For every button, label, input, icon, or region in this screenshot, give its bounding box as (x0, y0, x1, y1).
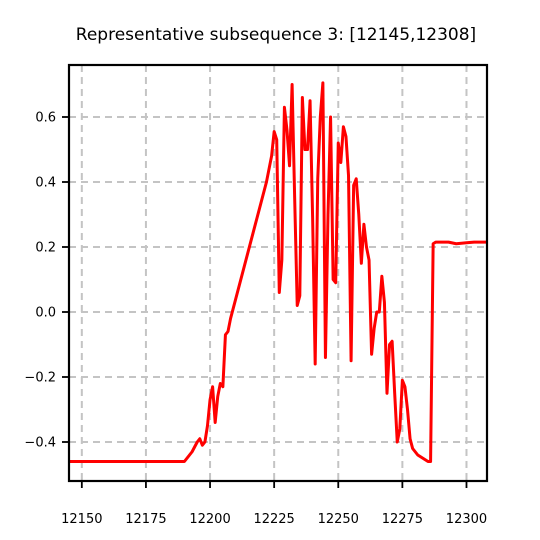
chart-title: Representative subsequence 3: [12145,123… (76, 25, 476, 45)
y-tick-label: 0.2 (35, 241, 56, 256)
plot-frame (67, 63, 489, 483)
x-tick-label: 12150 (61, 512, 102, 527)
x-tick-label: 12200 (189, 512, 230, 527)
x-tick-label: 12175 (125, 512, 166, 527)
y-tick-label: −0.2 (24, 371, 56, 386)
y-tick-label: 0.0 (35, 306, 56, 321)
series-layer (69, 81, 487, 463)
y-tick-label: 0.4 (35, 176, 56, 191)
x-tick-label: 12225 (253, 512, 294, 527)
y-tick-label: −0.4 (24, 436, 56, 451)
x-tick-label: 12300 (446, 512, 487, 527)
y-tick-label: 0.6 (35, 111, 56, 126)
ticks: 12150 12175 12200 12225 12250 12275 12300 −0.4 −… (24, 111, 487, 528)
x-tick-label: 12250 (318, 512, 359, 527)
x-tick-label: 12275 (382, 512, 423, 527)
series-line-1 (69, 81, 487, 463)
